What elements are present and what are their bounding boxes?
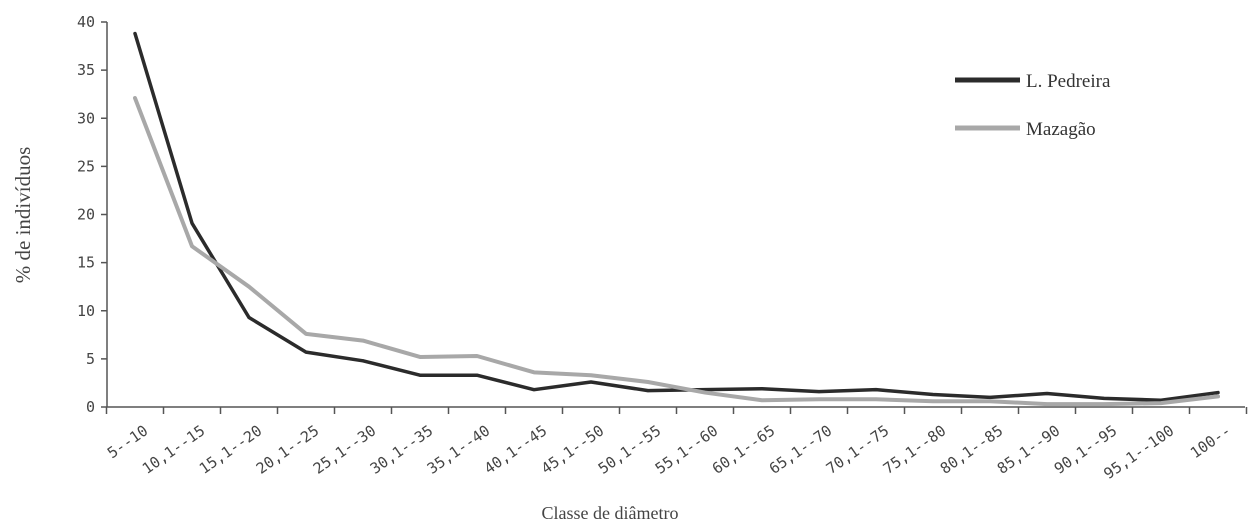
data-point [532,388,536,392]
legend-label-l-pedreira: L. Pedreira [1026,71,1111,92]
data-point [589,373,593,377]
legend-label-mazagao: Mazagão [1026,119,1096,140]
data-point [475,354,479,358]
data-point [190,221,194,225]
data-point [931,392,935,396]
data-point [133,32,137,36]
data-point [874,397,878,401]
x-ticks: 5--1010,1--1515,1--2020,1--2525,1--3030,… [104,407,1248,483]
data-point [361,339,365,343]
data-point [1159,398,1163,402]
data-point [589,380,593,384]
x-tick-label: 10,1--15 [139,422,209,478]
data-point [247,285,251,289]
y-axis-title: % de indivíduos [11,147,35,284]
data-point [475,373,479,377]
x-tick-label: 30,1--35 [367,422,437,478]
y-tick-label: 20 [77,206,95,224]
data-point [988,399,992,403]
data-point [1045,402,1049,406]
x-tick-label: 20,1--25 [253,422,323,478]
y-tick-label: 15 [77,254,95,272]
data-point [532,370,536,374]
data-point [190,244,194,248]
data-point [988,395,992,399]
data-point [418,355,422,359]
x-tick-label: 25,1--30 [310,422,380,478]
series-lines [133,31,1220,407]
y-tick-label: 35 [77,61,95,79]
data-point [817,397,821,401]
data-point [646,380,650,384]
data-point [1102,402,1106,406]
series-line-l-pedreira [133,31,1220,403]
y-tick-label: 5 [86,350,95,368]
y-tick-label: 0 [86,398,95,416]
data-point [1216,391,1220,395]
x-tick-label: 60,1--65 [709,422,779,478]
x-tick-label: 50,1--55 [595,422,665,478]
data-point [760,387,764,391]
data-point [1216,394,1220,398]
x-tick-label: 40,1--45 [481,422,551,478]
data-point [931,399,935,403]
x-tick-label: 15,1--20 [196,422,266,478]
x-tick-label: 70,1--75 [823,422,893,478]
data-point [418,373,422,377]
series-line-mazagao [133,96,1220,407]
y-tick-label: 30 [77,109,95,127]
y-ticks: 0 5 10 15 20 25 30 35 40 [77,13,107,416]
data-point [1159,401,1163,405]
legend: L. Pedreira Mazagão [955,71,1111,140]
x-tick-label: 5--10 [104,422,151,463]
data-point [247,315,251,319]
data-point [1045,392,1049,396]
x-tick-label: 100-- [1187,422,1234,463]
data-point [703,391,707,395]
data-point [1102,396,1106,400]
x-tick-label: 75,1--80 [880,422,950,478]
data-point [304,350,308,354]
x-tick-label: 35,1--40 [424,422,494,478]
data-point [133,96,137,100]
y-axis-title-group: % de indivíduos [11,147,35,284]
data-point [361,359,365,363]
x-tick-label: 55,1--60 [652,422,722,478]
y-tick-label: 40 [77,13,95,31]
data-point [760,398,764,402]
data-point [874,388,878,392]
x-tick-label: 45,1--50 [538,422,608,478]
x-tick-label: 85,1--90 [994,422,1064,478]
data-point [646,389,650,393]
y-tick-label: 10 [77,302,95,320]
x-tick-label: 65,1--70 [766,422,836,478]
x-axis-title: Classe de diâmetro [542,503,679,523]
data-point [304,332,308,336]
data-point [817,390,821,394]
y-tick-label: 25 [77,157,95,175]
x-tick-label: 80,1--85 [937,422,1007,478]
